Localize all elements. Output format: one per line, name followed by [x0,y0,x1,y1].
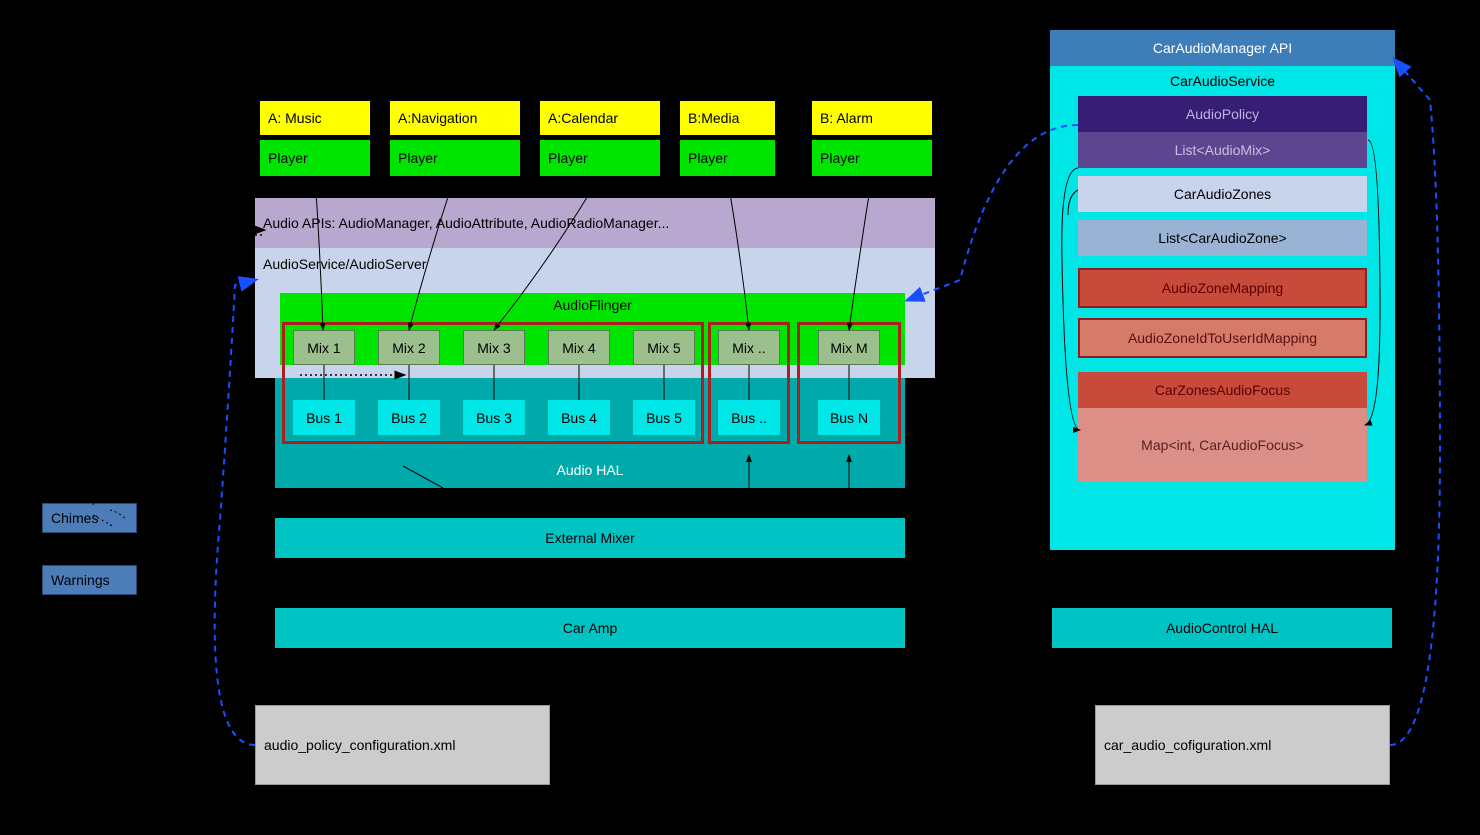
mix-3: Mix 4 [548,330,610,365]
audio-zone-mapping: AudioZoneMapping [1078,268,1367,308]
car-audio-manager-api-header: CarAudioManager API [1050,30,1395,66]
audio-zone-id-to-user-id-mapping: AudioZoneIdToUserIdMapping [1078,318,1367,358]
mix-5: Mix .. [718,330,780,365]
car-audio-service-label: CarAudioService [1050,66,1395,96]
app-2: A:Calendar [540,101,660,135]
mix-1: Mix 2 [378,330,440,365]
bus-4: Bus 5 [633,400,695,435]
player-4: Player [812,140,932,176]
app-1: A:Navigation [390,101,520,135]
mix-0: Mix 1 [293,330,355,365]
player-0: Player [260,140,370,176]
car-audio-zones: CarAudioZones [1078,176,1367,212]
mix-4: Mix 5 [633,330,695,365]
map-int-car-audio-focus: Map<int, CarAudioFocus> [1078,420,1367,470]
audio-policy-config-file: audio_policy_configuration.xml [255,705,550,785]
external-mixer: External Mixer [275,518,905,558]
chimes-button: Chimes [42,503,137,533]
app-4: B: Alarm [812,101,932,135]
player-2: Player [540,140,660,176]
bus-3: Bus 4 [548,400,610,435]
car-zones-audio-focus: CarZonesAudioFocus [1078,372,1367,408]
list-audio-mix: List<AudioMix> [1078,132,1367,168]
audio-policy: AudioPolicy [1078,96,1367,132]
car-zones-audio-focus-container: CarZonesAudioFocus Map<int, CarAudioFocu… [1078,372,1367,482]
car-amp: Car Amp [275,608,905,648]
bus-0: Bus 1 [293,400,355,435]
app-0: A: Music [260,101,370,135]
warnings-button: Warnings [42,565,137,595]
mix-6: Mix M [818,330,880,365]
player-3: Player [680,140,775,176]
audio-apis-bar: Audio APIs: AudioManager, AudioAttribute… [255,198,935,248]
bus-6: Bus N [818,400,880,435]
list-car-audio-zone: List<CarAudioZone> [1078,220,1367,256]
mix-2: Mix 3 [463,330,525,365]
player-1: Player [390,140,520,176]
car-audio-config-file: car_audio_cofiguration.xml [1095,705,1390,785]
bus-1: Bus 2 [378,400,440,435]
bus-2: Bus 3 [463,400,525,435]
car-audio-manager-panel: CarAudioManager API CarAudioService Audi… [1050,30,1395,550]
app-3: B:Media [680,101,775,135]
bus-5: Bus .. [718,400,780,435]
audio-control-hal: AudioControl HAL [1052,608,1392,648]
